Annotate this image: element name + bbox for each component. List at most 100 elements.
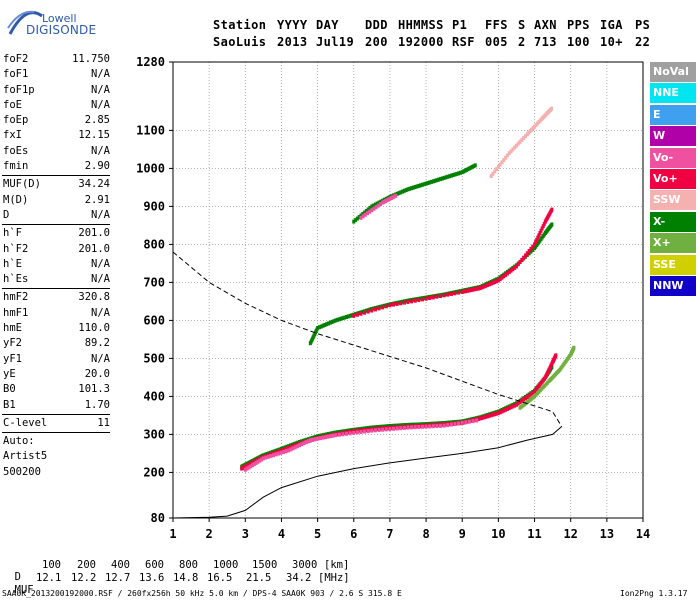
echo-point bbox=[413, 425, 417, 430]
footer-muf-value: 16.5 bbox=[207, 572, 233, 584]
echo-point bbox=[480, 415, 484, 420]
header-value-ffs: 005 bbox=[485, 35, 508, 49]
x-tick-label: 14 bbox=[636, 527, 650, 541]
echo-point bbox=[435, 424, 439, 429]
x-tick-label: 4 bbox=[278, 527, 285, 541]
echo-point bbox=[439, 294, 443, 299]
param-row-b1: B1 1.70 bbox=[2, 398, 110, 413]
echo-point bbox=[518, 260, 522, 265]
echo-point bbox=[381, 427, 385, 432]
echo-point bbox=[285, 446, 289, 451]
footer-distance-value: 1500 bbox=[252, 559, 278, 571]
echo-point bbox=[306, 439, 310, 444]
echo-point bbox=[482, 284, 486, 289]
echo-point bbox=[355, 312, 359, 317]
echo-point bbox=[498, 277, 502, 282]
echo-point bbox=[498, 410, 502, 415]
x-tick-label: 7 bbox=[386, 527, 393, 541]
echo-point bbox=[417, 298, 421, 303]
echo-point bbox=[341, 432, 345, 437]
echo-point bbox=[410, 425, 414, 430]
param-label: fmin bbox=[3, 160, 29, 173]
echo-point bbox=[393, 301, 397, 306]
footer-distance-value: 200 bbox=[77, 559, 96, 571]
param-autoscale-text: 500200 bbox=[3, 465, 41, 478]
echo-point bbox=[524, 134, 527, 139]
echo-point bbox=[346, 314, 350, 319]
echo-point bbox=[449, 422, 453, 427]
footer-distance-value: 1000 bbox=[213, 559, 239, 571]
echo-point bbox=[431, 295, 435, 300]
digisonde-logo-mark bbox=[7, 10, 43, 35]
footer-d-label: D bbox=[14, 571, 21, 583]
echo-point bbox=[298, 443, 302, 448]
echo-point bbox=[249, 464, 253, 469]
echo-point bbox=[453, 421, 457, 426]
echo-point bbox=[329, 434, 333, 439]
echo-point bbox=[516, 401, 520, 406]
echo-point bbox=[424, 296, 428, 301]
echo-point bbox=[269, 453, 273, 458]
echo-point bbox=[361, 214, 365, 219]
trace-vo bbox=[240, 353, 558, 471]
echo-point bbox=[511, 267, 515, 272]
x-tick-label: 13 bbox=[600, 527, 614, 541]
echo-point bbox=[392, 426, 396, 431]
echo-point bbox=[284, 449, 288, 454]
echo-point bbox=[359, 311, 363, 316]
echo-point bbox=[437, 177, 441, 182]
echo-point bbox=[311, 437, 315, 442]
echo-point bbox=[260, 457, 264, 462]
param-value: 2.91 bbox=[84, 193, 110, 206]
echo-point bbox=[413, 185, 417, 190]
echo-point bbox=[535, 237, 539, 242]
echo-point bbox=[357, 215, 361, 220]
header-label-ps: PS bbox=[635, 18, 651, 32]
y-tick-label: 700 bbox=[143, 275, 165, 289]
param-row-ye: yE 20.0 bbox=[2, 367, 110, 382]
param-row-md: M(D) 2.91 bbox=[2, 193, 110, 208]
echo-point bbox=[542, 221, 546, 226]
echo-point bbox=[507, 270, 511, 275]
echo-point bbox=[417, 424, 421, 429]
param-value: 201.0 bbox=[78, 242, 110, 255]
echo-point bbox=[316, 436, 320, 441]
param-row-yf2: yF2 89.2 bbox=[2, 336, 110, 351]
legend-item-sse: SSE bbox=[650, 254, 696, 275]
echo-point bbox=[451, 290, 455, 295]
echo-point bbox=[466, 288, 470, 293]
footer-muf-value: 12.1 bbox=[36, 572, 62, 584]
param-label: MUF(D) bbox=[3, 178, 41, 191]
param-row-fmin: fmin 2.90 bbox=[2, 159, 110, 174]
y-tick-label: 1280 bbox=[136, 55, 165, 69]
echo-point bbox=[489, 174, 493, 178]
echo-point bbox=[393, 425, 397, 430]
header-value-station: SaoLuis bbox=[213, 35, 267, 49]
footer-distance-value: 600 bbox=[145, 559, 164, 571]
echo-point bbox=[316, 326, 320, 330]
echo-point bbox=[336, 432, 339, 437]
echo-point bbox=[266, 454, 270, 459]
echo-point bbox=[420, 297, 424, 302]
echo-point bbox=[350, 313, 354, 318]
echo-point bbox=[395, 426, 399, 431]
param-row-b0: B0 101.3 bbox=[2, 382, 110, 397]
echo-point bbox=[440, 292, 444, 297]
echo-point bbox=[402, 300, 406, 305]
param-value: N/A bbox=[91, 208, 110, 221]
echo-point bbox=[467, 288, 471, 293]
param-row-hme: hmE 110.0 bbox=[2, 321, 110, 336]
header-value-day: Jul19 bbox=[316, 35, 355, 49]
echo-point bbox=[346, 430, 350, 435]
echo-point bbox=[520, 257, 524, 262]
echo-point bbox=[533, 242, 537, 247]
header-label-pps: PPS bbox=[567, 18, 590, 32]
param-value: 2.90 bbox=[84, 160, 110, 173]
echo-point bbox=[430, 179, 433, 184]
echo-point bbox=[359, 213, 363, 218]
param-label: hmF2 bbox=[3, 291, 29, 304]
echo-point bbox=[317, 325, 321, 330]
x-tick-label: 12 bbox=[563, 527, 577, 541]
param-label: h`E bbox=[3, 257, 22, 270]
param-label: yF2 bbox=[3, 337, 22, 350]
